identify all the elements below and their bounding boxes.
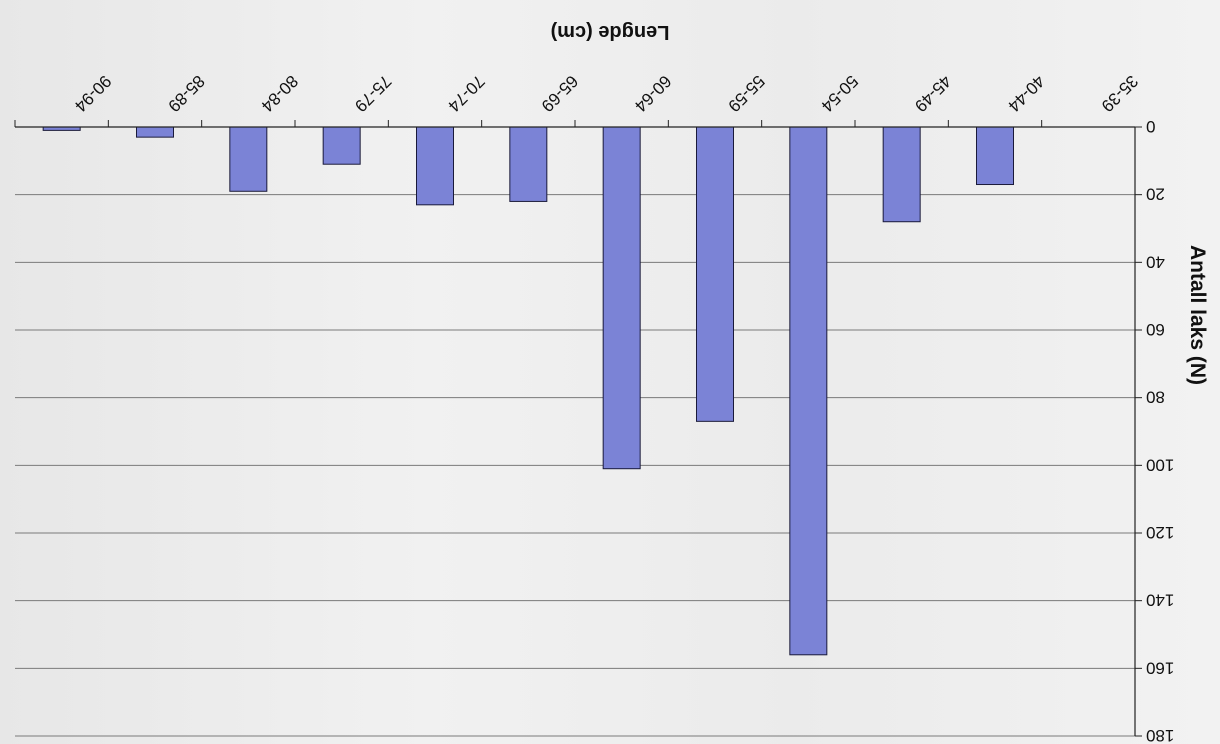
y-tick-label: 140: [1146, 591, 1174, 610]
x-tick-label: 55-59: [724, 71, 768, 115]
bar: [789, 126, 828, 656]
y-tick-label: 100: [1146, 455, 1174, 474]
x-tick-label: 85-89: [164, 71, 208, 115]
x-tick-label: 75-79: [351, 71, 395, 115]
bar: [136, 126, 174, 138]
y-tick-label: 40: [1146, 252, 1165, 271]
x-tick-label: 40-44: [1004, 71, 1048, 115]
y-tick-label: 80: [1146, 388, 1165, 407]
bars: [42, 126, 1014, 656]
gridlines: [15, 126, 1135, 737]
x-axis-label: Lengde (cm): [551, 21, 670, 43]
y-tick-label: 120: [1146, 523, 1174, 542]
y-axis-label: Antall laks (N): [1186, 245, 1209, 385]
x-tick-label: 80-84: [258, 71, 302, 115]
x-tick-label: 50-54: [818, 71, 862, 115]
y-tick-labels: 0 20 40 60 80 100 120 140 160 180: [1146, 117, 1174, 744]
bar: [976, 126, 1014, 186]
y-tick-label: 20: [1146, 185, 1165, 204]
bar: [696, 126, 734, 422]
bar: [416, 126, 454, 206]
bar: [602, 126, 641, 470]
x-tick-label: 70-74: [444, 71, 488, 115]
x-tick-label: 35-39: [1098, 71, 1142, 115]
bar: [882, 126, 921, 223]
x-tick-labels: 35-39 40-44 45-49 50-54 55-59 60-64 65-69 70-74…: [71, 71, 1142, 115]
y-tick-label: 160: [1146, 658, 1174, 677]
x-tick-label: 90-94: [71, 71, 115, 115]
bar: [509, 126, 548, 202]
y-tick-label: 60: [1146, 320, 1165, 339]
bar: [229, 126, 268, 192]
y-tick-label: 180: [1146, 726, 1174, 744]
bar: [322, 126, 361, 165]
x-tick-label: 45-49: [911, 71, 955, 115]
x-tick-label: 65-69: [538, 71, 582, 115]
y-tick-label: 0: [1146, 117, 1155, 136]
axes: [14, 120, 1142, 737]
x-tick-label: 60-64: [631, 71, 675, 115]
